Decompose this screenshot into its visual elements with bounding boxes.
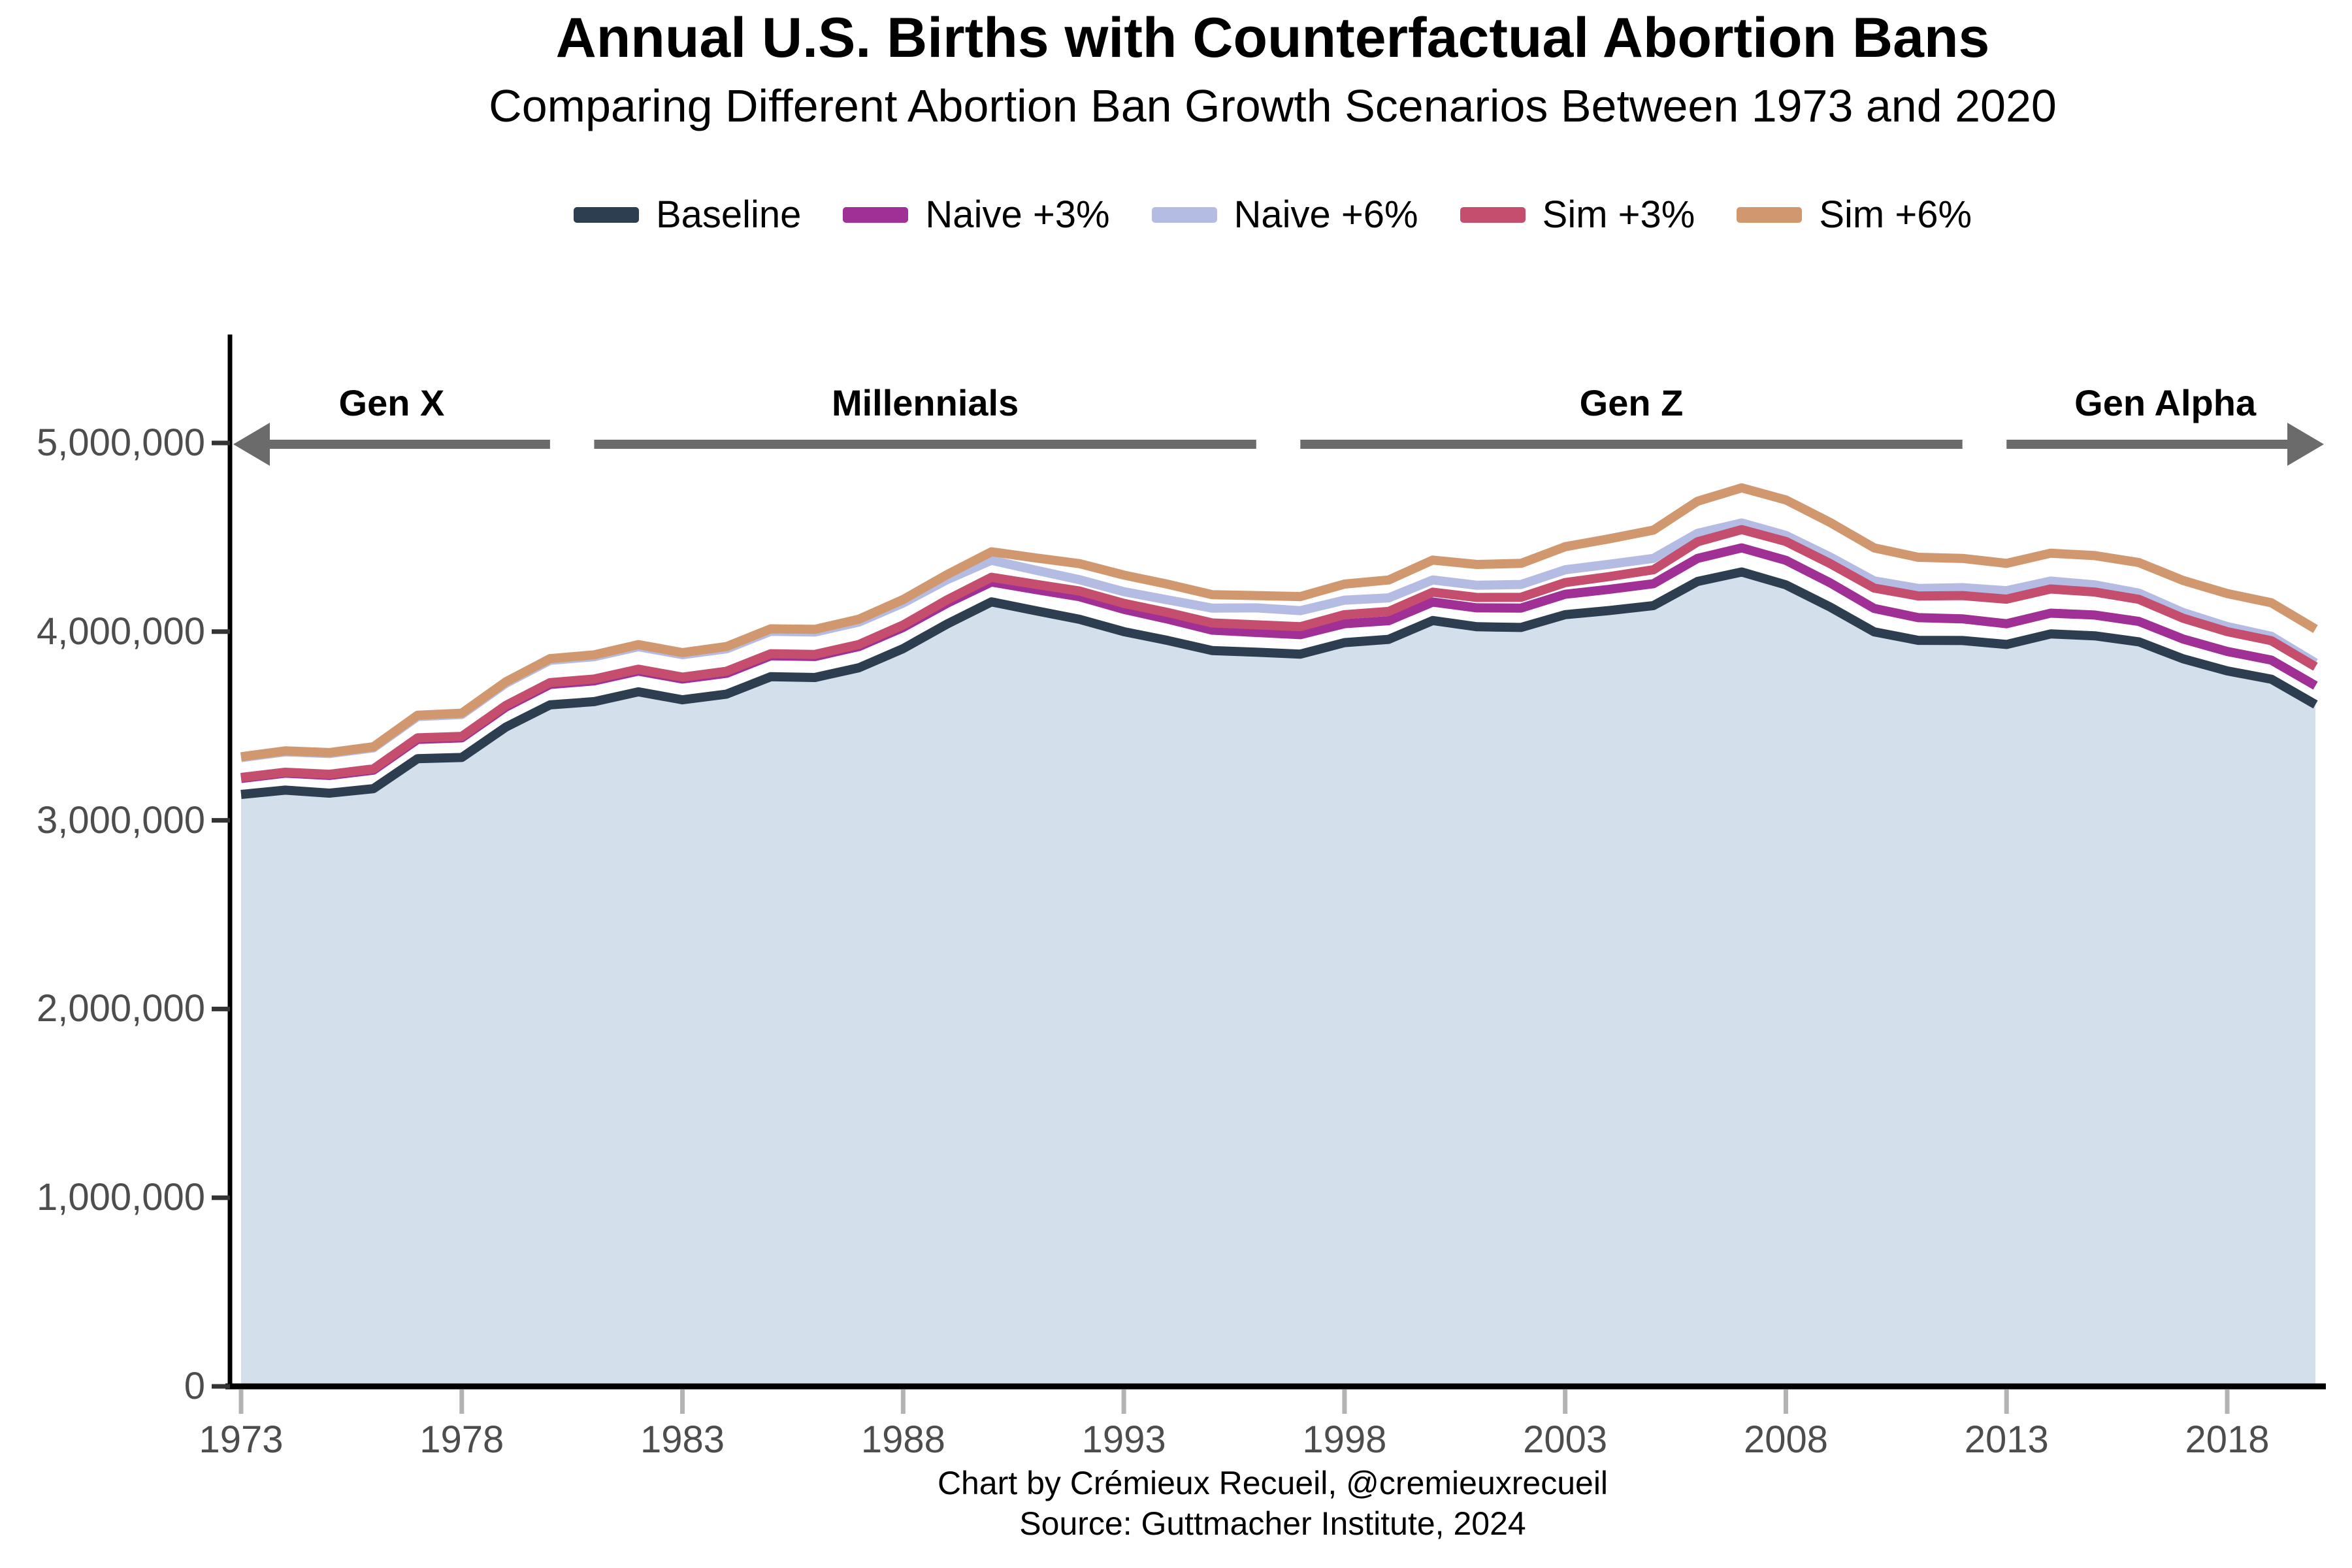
x-tick-label: 1983: [640, 1418, 725, 1461]
x-tick-label: 1988: [860, 1418, 945, 1461]
x-tick-label: 1998: [1302, 1418, 1387, 1461]
legend-label: Naive +3%: [925, 193, 1110, 236]
series-line-baseline: [240, 567, 2318, 799]
y-tick-label: 2,000,000: [36, 987, 205, 1030]
generation-arrowhead-right: [2287, 423, 2324, 466]
legend-label: Sim +6%: [1819, 193, 1972, 236]
generation-label-millennials: Millennials: [831, 382, 1019, 423]
baseline-area: [241, 572, 2316, 1386]
legend-swatch: [1151, 206, 1217, 223]
y-tick-label: 4,000,000: [36, 610, 205, 653]
legend-swatch: [573, 206, 639, 223]
legend-swatch: [843, 206, 909, 223]
legend-label: Naive +6%: [1233, 193, 1418, 236]
x-tick-label: 1978: [419, 1418, 504, 1461]
generation-label-gen-z: Gen Z: [1579, 382, 1684, 423]
series-line-sim-6-: [240, 483, 2318, 762]
chart-subtitle: Comparing Different Abortion Ban Growth …: [489, 80, 2057, 131]
generation-label-gen-alpha: Gen Alpha: [2074, 382, 2257, 423]
legend-item-naive-3-: Naive +3%: [843, 193, 1110, 237]
x-tick-label: 2008: [1743, 1418, 1828, 1461]
legend-swatch: [1737, 206, 1803, 223]
chart-title: Annual U.S. Births with Counterfactual A…: [555, 7, 1990, 69]
x-tick-label: 2003: [1523, 1418, 1608, 1461]
legend-item-baseline: Baseline: [573, 193, 802, 237]
y-tick-label: 5,000,000: [36, 421, 205, 464]
y-tick-label: 0: [184, 1365, 205, 1407]
footer-credit: Chart by Crémieux Recueil, @cremieuxrecu…: [937, 1465, 1609, 1501]
x-tick-label: 1993: [1081, 1418, 1166, 1461]
y-tick-label: 1,000,000: [36, 1176, 205, 1219]
x-tick-label: 2018: [2185, 1418, 2270, 1461]
legend-label: Baseline: [655, 193, 802, 236]
footer-source: Source: Guttmacher Institute, 2024: [1019, 1505, 1526, 1542]
y-tick-label: 3,000,000: [36, 798, 205, 841]
legend-item-naive-6-: Naive +6%: [1151, 193, 1418, 237]
generation-arrowhead-left: [233, 423, 270, 466]
generation-label-gen-x: Gen X: [338, 382, 445, 423]
legend-label: Sim +3%: [1542, 193, 1695, 236]
legend: Baseline Naive +3% Naive +6% Sim +3% Sim +6%: [230, 193, 2315, 237]
series-line-sim-3-: [240, 525, 2318, 782]
x-tick-label: 2013: [1964, 1418, 2049, 1461]
legend-item-sim-3-: Sim +3%: [1460, 193, 1695, 237]
legend-item-sim-6-: Sim +6%: [1737, 193, 1972, 237]
x-tick-label: 1973: [199, 1418, 284, 1461]
legend-swatch: [1460, 206, 1526, 223]
